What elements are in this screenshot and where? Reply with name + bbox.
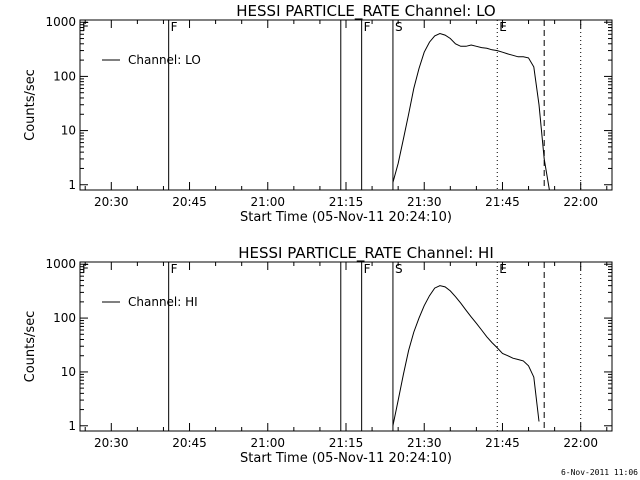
x-tick-label: 21:45 <box>485 436 520 450</box>
chart-title: HESSI PARTICLE_RATE Channel: LO <box>236 2 495 21</box>
y-axis-label: Counts/sec <box>23 311 38 383</box>
event-marker-label: S <box>395 262 403 276</box>
chart-title: HESSI PARTICLE_RATE Channel: HI <box>238 244 494 263</box>
x-tick-label: 21:00 <box>250 195 285 209</box>
x-tick-label: 20:45 <box>172 195 207 209</box>
chart-hi: HESSI PARTICLE_RATE Channel: HI 20:30 20:4… <box>23 244 613 466</box>
x-axis-label: Start Time (05-Nov-11 20:24:10) <box>240 451 452 466</box>
x-tick-label: 21:15 <box>329 436 364 450</box>
x-tick-label: 21:30 <box>407 195 442 209</box>
x-tick-label: 21:45 <box>485 195 520 209</box>
y-tick-label: 1 <box>68 419 76 433</box>
y-tick-label: 10 <box>61 365 76 379</box>
footer-timestamp: 6-Nov-2011 11:06 <box>561 468 638 477</box>
legend-label: Channel: HI <box>128 295 198 309</box>
series-line <box>392 32 550 190</box>
x-tick-label: 21:00 <box>250 436 285 450</box>
y-tick-label: 10 <box>61 124 76 138</box>
event-marker-label: S <box>395 20 403 34</box>
event-marker-label: F <box>171 262 178 276</box>
event-marker-label: F <box>364 20 371 34</box>
x-tick-label: 22:00 <box>563 195 598 209</box>
x-tick-label: 22:00 <box>563 436 598 450</box>
chart-lo: HESSI PARTICLE_RATE Channel: LO 20:30 20:4… <box>23 2 613 225</box>
x-tick-label: 21:15 <box>329 195 364 209</box>
x-axis-label: Start Time (05-Nov-11 20:24:10) <box>240 210 452 225</box>
plot-frame <box>79 261 613 432</box>
event-marker-label: F <box>82 20 89 34</box>
y-tick-label: 100 <box>53 311 76 325</box>
event-marker-label: E <box>499 20 507 34</box>
legend-label: Channel: LO <box>128 53 201 67</box>
event-marker-label: F <box>364 262 371 276</box>
y-tick-label: 100 <box>53 69 76 83</box>
x-tick-label: 21:30 <box>407 436 442 450</box>
y-axis-label: Counts/sec <box>23 69 38 141</box>
series-line <box>392 285 540 426</box>
x-tick-label: 20:30 <box>94 436 129 450</box>
y-tick-label: 1 <box>68 178 76 192</box>
y-tick-label: 1000 <box>45 257 76 271</box>
x-tick-label: 20:45 <box>172 436 207 450</box>
event-marker-label: F <box>82 262 89 276</box>
event-marker-label: F <box>171 20 178 34</box>
plot-frame <box>79 19 613 191</box>
y-tick-label: 1000 <box>45 15 76 29</box>
event-marker-label: E <box>499 262 507 276</box>
x-tick-label: 20:30 <box>94 195 129 209</box>
